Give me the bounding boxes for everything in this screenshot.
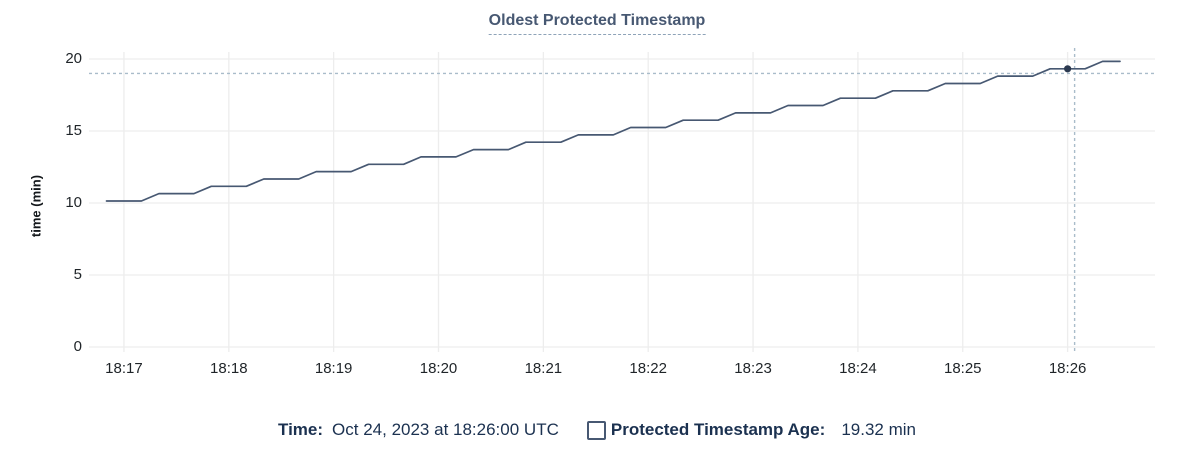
- chart-title[interactable]: Oldest Protected Timestamp: [488, 12, 706, 35]
- legend-time-value: Oct 24, 2023 at 18:26:00 UTC: [332, 420, 559, 439]
- series-toggle-checkbox[interactable]: [586, 420, 606, 440]
- x-tick-label: 18:25: [943, 360, 982, 377]
- legend-time-label: Time:: [278, 420, 324, 439]
- hover-point-dot: [1064, 65, 1072, 73]
- x-tick-label: 18:20: [419, 360, 458, 377]
- x-tick-label: 18:23: [734, 360, 772, 377]
- legend-series-label[interactable]: Protected Timestamp Age:: [610, 420, 826, 439]
- x-tick-label: 18:24: [839, 360, 877, 377]
- chart-legend: Time: Oct 24, 2023 at 18:26:00 UTC Prote…: [0, 414, 1194, 446]
- y-tick-label: 10: [65, 194, 82, 211]
- y-tick-label: 15: [65, 122, 82, 139]
- legend-series-value: 19.32 min: [841, 420, 916, 439]
- x-tick-label: 18:21: [524, 360, 563, 377]
- y-tick-label: 0: [73, 338, 82, 355]
- x-tick-label: 18:26: [1048, 360, 1087, 377]
- x-tick-label: 18:22: [629, 360, 667, 377]
- x-tick-label: 18:18: [210, 360, 248, 377]
- series-line: [105, 60, 1121, 202]
- y-tick-label: 5: [73, 266, 82, 283]
- y-tick-label: 20: [65, 50, 82, 67]
- x-tick-label: 18:19: [314, 360, 353, 377]
- x-tick-label: 18:17: [105, 360, 143, 377]
